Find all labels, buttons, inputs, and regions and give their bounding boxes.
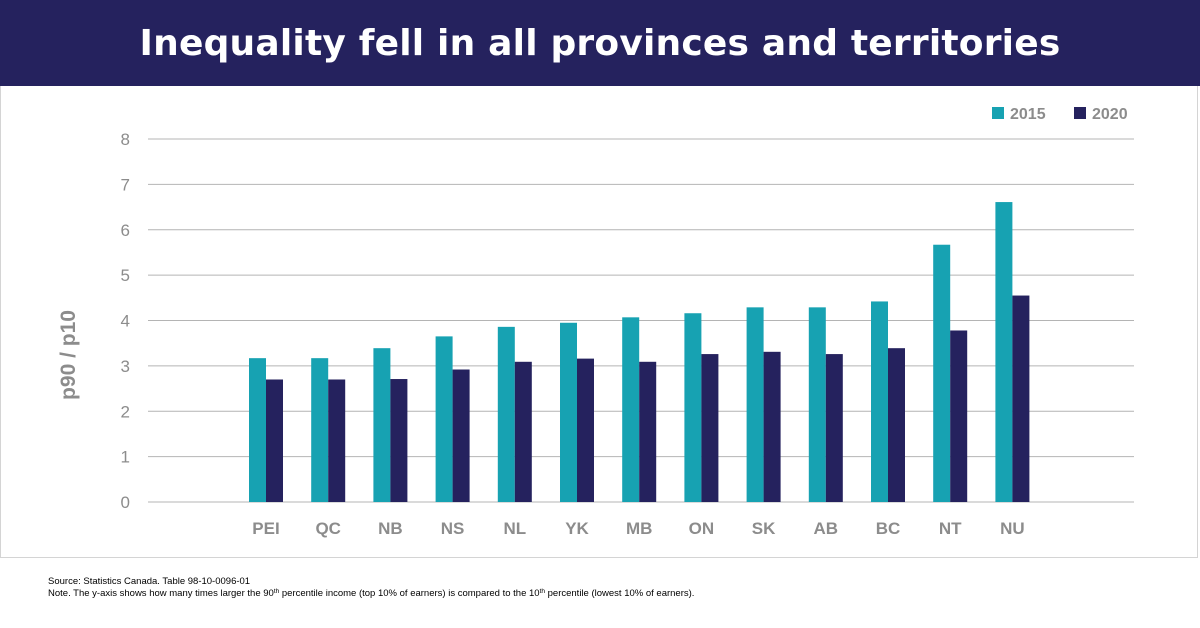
legend-label-2020: 2020 <box>1092 106 1128 123</box>
bar-2015-on <box>684 313 702 502</box>
bar-2015-nu <box>995 202 1013 503</box>
bar-2015-qc <box>311 358 329 502</box>
bar-2020-mb <box>639 361 657 502</box>
legend: 2015 2020 <box>992 106 1128 123</box>
x-tick-label: YK <box>565 519 589 538</box>
bar-2020-ab <box>825 354 843 502</box>
bar-2020-sk <box>763 351 781 502</box>
x-tick-label: NS <box>441 519 465 538</box>
chart-title: Inequality fell in all provinces and ter… <box>139 22 1061 64</box>
bar-2015-yk <box>560 322 577 502</box>
y-tick-labels: 0 1 2 3 4 5 6 7 8 <box>121 130 130 512</box>
x-tick-label: BC <box>876 519 901 538</box>
bar-2020-qc <box>328 379 346 502</box>
bar-2020-nl <box>514 361 532 502</box>
bar-2020-on <box>701 354 719 502</box>
x-tick-label: SK <box>752 519 776 538</box>
legend-swatch-2020 <box>1074 107 1086 119</box>
y-tick-label: 1 <box>121 448 130 467</box>
legend-swatch-2015 <box>992 107 1004 119</box>
bar-2015-sk <box>746 307 764 502</box>
bars <box>249 202 1030 503</box>
x-tick-label: AB <box>814 519 839 538</box>
y-tick-label: 5 <box>121 266 130 285</box>
bar-2015-mb <box>622 317 640 502</box>
bar-2015-ns <box>435 336 453 502</box>
bar-2015-nb <box>373 348 391 502</box>
bar-2020-pei <box>266 379 283 502</box>
y-tick-label: 6 <box>121 221 130 240</box>
bar-2020-nb <box>390 379 408 502</box>
y-axis-label: p90 / p10 <box>57 310 80 400</box>
bar-2015-ab <box>808 307 826 502</box>
x-tick-label: MB <box>626 519 652 538</box>
bar-2015-nl <box>497 326 515 502</box>
y-tick-label: 2 <box>121 402 130 421</box>
axis-note: Note. The y-axis shows how many times la… <box>48 588 695 599</box>
x-tick-label: NT <box>939 519 962 538</box>
y-tick-label: 3 <box>121 357 130 376</box>
x-tick-label: ON <box>689 519 715 538</box>
bar-2020-yk <box>577 358 594 502</box>
x-tick-label: NB <box>378 519 403 538</box>
x-tick-label: QC <box>315 519 341 538</box>
y-tick-label: 8 <box>121 130 130 149</box>
x-tick-labels: PEI QC NB NS NL YK MB ON SK AB BC NT NU <box>252 519 1024 538</box>
x-tick-label: NU <box>1000 519 1025 538</box>
bar-2020-ns <box>452 369 470 502</box>
title-banner: Inequality fell in all provinces and ter… <box>0 0 1200 86</box>
bar-2020-nu <box>1012 295 1030 502</box>
legend-label-2015: 2015 <box>1010 106 1046 123</box>
source-note: Source: Statistics Canada. Table 98-10-0… <box>48 576 251 587</box>
bar-2015-nt <box>933 244 951 502</box>
y-tick-label: 7 <box>121 175 130 194</box>
bar-2015-pei <box>249 358 266 502</box>
footnotes: Source: Statistics Canada. Table 98-10-0… <box>48 576 1168 600</box>
x-tick-label: NL <box>503 519 526 538</box>
y-tick-label: 4 <box>121 312 130 331</box>
x-tick-label: PEI <box>252 519 279 538</box>
bar-2015-bc <box>871 301 888 502</box>
bar-2020-nt <box>950 330 968 502</box>
bar-2020-bc <box>888 348 905 502</box>
y-tick-label: 0 <box>121 493 130 512</box>
